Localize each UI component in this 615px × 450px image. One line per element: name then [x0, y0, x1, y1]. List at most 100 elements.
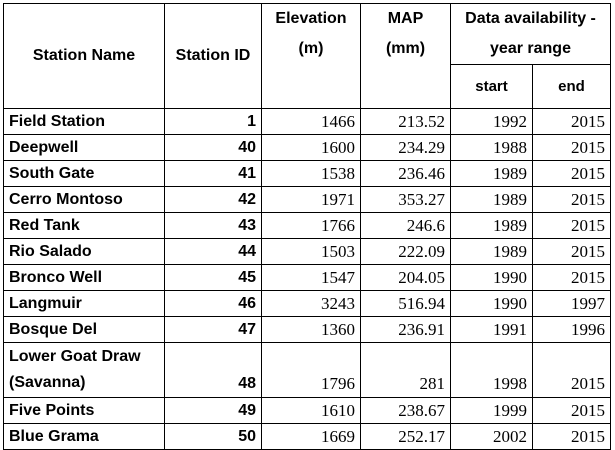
start-year-cell: 2002: [450, 423, 533, 450]
elevation-cell: 1766: [261, 212, 361, 239]
table-row: Field Station 1 1466 213.52 1992 2015: [3, 108, 611, 135]
end-year-cell: 1996: [532, 316, 611, 343]
station-name-cell: Bosque Del: [3, 316, 165, 343]
station-name-cell: Five Points: [3, 397, 165, 424]
station-name-cell: Field Station: [3, 108, 165, 135]
start-year-cell: 1990: [450, 290, 533, 317]
header-availability-line1: Data availability -: [465, 10, 596, 27]
header-data-availability: Data availability - year range: [450, 3, 611, 65]
header-elevation-label: Elevation: [275, 10, 347, 27]
map-cell: 246.6: [360, 212, 451, 239]
station-id-cell: 45: [164, 264, 262, 291]
header-elevation: Elevation (m): [261, 3, 361, 109]
station-name-cell: Blue Grama: [3, 423, 165, 450]
station-name-cell: Deepwell: [3, 134, 165, 161]
map-cell: 236.91: [360, 316, 451, 343]
table-row: Deepwell 40 1600 234.29 1988 2015: [3, 134, 611, 161]
end-year-cell: 2015: [532, 238, 611, 265]
station-table: Station Name Station ID Elevation (m) MA…: [3, 3, 611, 450]
station-id-cell: 44: [164, 238, 262, 265]
header-map-label: MAP: [387, 10, 424, 27]
station-id-cell: 46: [164, 290, 262, 317]
elevation-cell: 1669: [261, 423, 361, 450]
header-availability-line2: year range: [490, 40, 571, 57]
header-station-name: Station Name: [3, 3, 165, 109]
station-id-cell: 41: [164, 160, 262, 187]
elevation-cell: 1796: [261, 342, 361, 398]
table-row: Bosque Del 47 1360 236.91 1991 1996: [3, 316, 611, 343]
table-row: Cerro Montoso 42 1971 353.27 1989 2015: [3, 186, 611, 213]
station-name-cell: Red Tank: [3, 212, 165, 239]
station-id-cell: 40: [164, 134, 262, 161]
table-row: Lower Goat Draw (Savanna) 48 1796 281 19…: [3, 342, 611, 398]
elevation-cell: 3243: [261, 290, 361, 317]
map-cell: 236.46: [360, 160, 451, 187]
station-name-cell: Cerro Montoso: [3, 186, 165, 213]
table-row: Rio Salado 44 1503 222.09 1989 2015: [3, 238, 611, 265]
table-row: Five Points 49 1610 238.67 1999 2015: [3, 397, 611, 424]
end-year-cell: 2015: [532, 423, 611, 450]
header-elevation-unit: (m): [298, 40, 324, 57]
start-year-cell: 1989: [450, 212, 533, 239]
subheader-row: start end: [4, 64, 611, 109]
station-id-cell: 43: [164, 212, 262, 239]
elevation-cell: 1610: [261, 397, 361, 424]
station-id-cell: 47: [164, 316, 262, 343]
elevation-cell: 1538: [261, 160, 361, 187]
station-name-cell: Bronco Well: [3, 264, 165, 291]
start-year-cell: 1989: [450, 186, 533, 213]
end-year-cell: 2015: [532, 212, 611, 239]
end-year-cell: 2015: [532, 134, 611, 161]
station-id-cell: 1: [164, 108, 262, 135]
map-cell: 222.09: [360, 238, 451, 265]
elevation-cell: 1503: [261, 238, 361, 265]
start-year-cell: 1999: [450, 397, 533, 424]
map-cell: 238.67: [360, 397, 451, 424]
map-cell: 204.05: [360, 264, 451, 291]
header-map-unit: (mm): [385, 40, 426, 57]
map-cell: 281: [360, 342, 451, 398]
start-year-cell: 1989: [450, 160, 533, 187]
end-year-cell: 2015: [532, 186, 611, 213]
end-year-cell: 2015: [532, 108, 611, 135]
header-map: MAP (mm): [360, 3, 451, 109]
table-row: Langmuir 46 3243 516.94 1990 1997: [3, 290, 611, 317]
map-cell: 234.29: [360, 134, 451, 161]
table-row: South Gate 41 1538 236.46 1989 2015: [3, 160, 611, 187]
map-cell: 516.94: [360, 290, 451, 317]
station-name-cell: Rio Salado: [3, 238, 165, 265]
start-year-cell: 1998: [450, 342, 533, 398]
station-id-cell: 50: [164, 423, 262, 450]
table-row: Red Tank 43 1766 246.6 1989 2015: [3, 212, 611, 239]
start-year-cell: 1992: [450, 108, 533, 135]
end-year-cell: 2015: [532, 397, 611, 424]
start-year-cell: 1991: [450, 316, 533, 343]
table-header: Station Name Station ID Elevation (m) MA…: [3, 3, 611, 109]
end-year-cell: 2015: [532, 264, 611, 291]
station-id-cell: 49: [164, 397, 262, 424]
table-row: Bronco Well 45 1547 204.05 1990 2015: [3, 264, 611, 291]
start-year-cell: 1989: [450, 238, 533, 265]
station-name-line2: (Savanna): [9, 374, 86, 391]
elevation-cell: 1466: [261, 108, 361, 135]
table-row: Blue Grama 50 1669 252.17 2002 2015: [3, 423, 611, 450]
station-name-cell: Langmuir: [3, 290, 165, 317]
elevation-cell: 1360: [261, 316, 361, 343]
header-end: end: [532, 64, 611, 109]
map-cell: 252.17: [360, 423, 451, 450]
station-name-cell: Lower Goat Draw (Savanna): [3, 342, 165, 398]
end-year-cell: 1997: [532, 290, 611, 317]
header-start: start: [450, 64, 533, 109]
map-cell: 213.52: [360, 108, 451, 135]
station-name-line1: Lower Goat Draw: [9, 348, 141, 365]
elevation-cell: 1600: [261, 134, 361, 161]
end-year-cell: 2015: [532, 342, 611, 398]
table-body: Field Station 1 1466 213.52 1992 2015 De…: [3, 108, 611, 450]
station-name-cell: South Gate: [3, 160, 165, 187]
elevation-cell: 1971: [261, 186, 361, 213]
station-id-cell: 48: [164, 342, 262, 398]
station-id-cell: 42: [164, 186, 262, 213]
header-station-id: Station ID: [164, 3, 262, 109]
start-year-cell: 1990: [450, 264, 533, 291]
map-cell: 353.27: [360, 186, 451, 213]
